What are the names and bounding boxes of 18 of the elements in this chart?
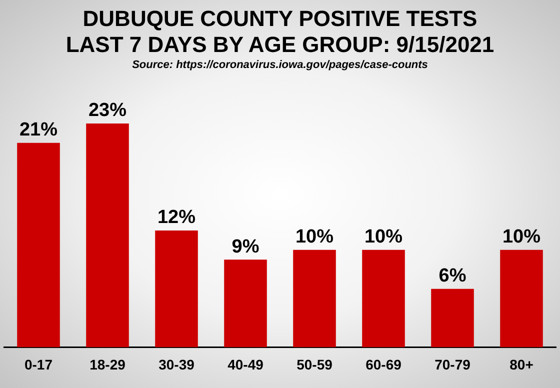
data-label: 12% — [157, 207, 196, 228]
x-tick-label: 60-69 — [366, 356, 402, 372]
x-tick-label: 50-59 — [296, 356, 333, 372]
data-label: 23% — [88, 100, 127, 122]
x-tick-label: 70-79 — [434, 356, 471, 372]
x-tick-label: 30-39 — [158, 356, 195, 372]
chart-title: DUBUQUE COUNTY POSITIVE TESTS LAST 7 DAYS BY AGE GROUP: 9/15/2021 — [64, 6, 496, 58]
data-label: 21% — [19, 120, 58, 141]
x-tick-label: 18-29 — [90, 356, 126, 372]
data-label: 9% — [232, 236, 260, 258]
data-label: 6% — [438, 266, 466, 287]
x-tick-label: 40-49 — [228, 356, 264, 372]
source-note: Source: https://coronavirus.iowa.gov/pages/case-counts — [131, 59, 429, 71]
data-label: 10% — [295, 226, 334, 248]
x-tick-label: 80+ — [510, 356, 534, 372]
data-label: 10% — [502, 226, 541, 248]
x-tick-label: 0-17 — [24, 356, 53, 372]
data-label: 10% — [364, 226, 403, 248]
